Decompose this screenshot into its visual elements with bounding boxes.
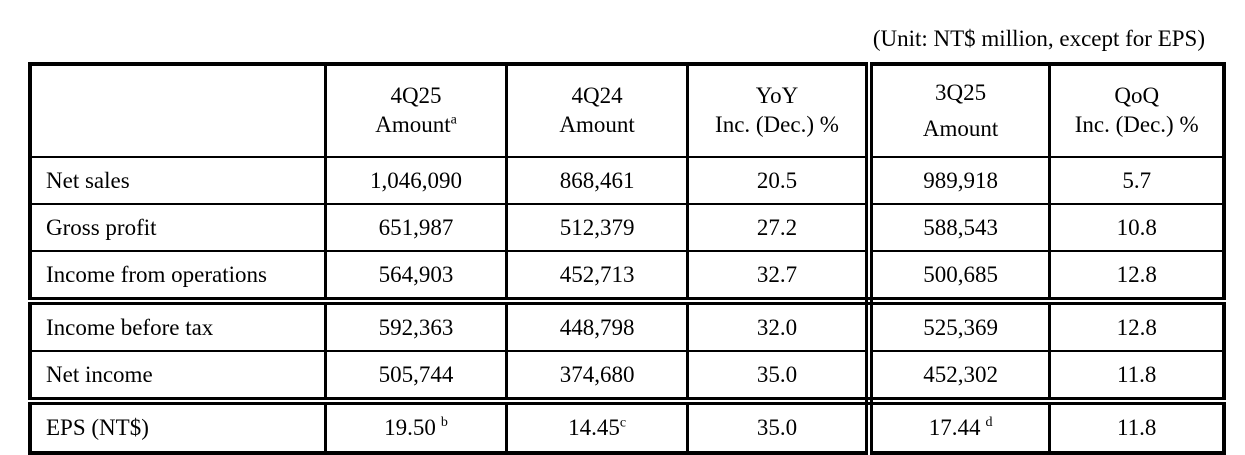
footnote-marker-b: b <box>440 415 448 431</box>
cell-yoy: 27.2 <box>686 203 873 252</box>
footnote-marker-c: c <box>619 415 627 431</box>
table-header-row: 4Q25 Amounta 4Q24 Amount YoY Inc. (Dec.)… <box>28 63 1226 158</box>
col-header-period: 4Q24 <box>571 83 623 109</box>
cell-3q25: 588,543 <box>864 203 1052 252</box>
row-label: EPS (NT$) <box>28 400 327 454</box>
unit-note: (Unit: NT$ million, except for EPS) <box>872 26 1205 51</box>
col-header-period: YoY <box>755 83 799 109</box>
cell-4q24: 14.45c <box>505 400 690 454</box>
col-header-metric: Amount <box>922 115 999 141</box>
cell-yoy: 32.7 <box>686 250 873 305</box>
cell-3q25: 500,685 <box>864 250 1052 305</box>
cell-4q25: 505,744 <box>323 350 509 405</box>
col-header-yoy: YoY Inc. (Dec.) % <box>686 63 873 158</box>
cell-4q25: 1,046,090 <box>323 156 509 205</box>
table-row-net-sales: Net sales 1,046,090 868,461 20.5 989,918… <box>28 156 1226 205</box>
cell-4q24: 868,461 <box>505 156 690 205</box>
cell-4q25: 564,903 <box>323 250 509 305</box>
col-header-period: 4Q25 <box>390 83 442 109</box>
cell-qoq: 11.8 <box>1048 400 1226 454</box>
col-header-metric: Amount <box>559 112 635 137</box>
cell-4q24: 374,680 <box>505 350 690 405</box>
cell-4q24: 448,798 <box>505 300 690 352</box>
cell-3q25: 989,918 <box>864 156 1052 205</box>
row-label: Gross profit <box>28 203 327 252</box>
table-row-income-from-operations: Income from operations 564,903 452,713 3… <box>28 250 1226 305</box>
table-row-income-before-tax: Income before tax 592,363 448,798 32.0 5… <box>28 300 1226 352</box>
table-row-net-income: Net income 505,744 374,680 35.0 452,302 … <box>28 350 1226 405</box>
footnote-marker-d: d <box>985 415 993 431</box>
cell-qoq: 11.8 <box>1048 350 1226 405</box>
table-row-gross-profit: Gross profit 651,987 512,379 27.2 588,54… <box>28 203 1226 252</box>
financial-results-table: 4Q25 Amounta 4Q24 Amount YoY Inc. (Dec.)… <box>28 62 1226 455</box>
col-header-period: QoQ <box>1114 83 1160 109</box>
cell-3q25: 525,369 <box>864 300 1052 352</box>
cell-4q25: 19.50 b <box>323 400 509 454</box>
cell-qoq: 12.8 <box>1048 300 1226 352</box>
cell-3q25: 452,302 <box>864 350 1052 405</box>
col-header-period: 3Q25 <box>935 79 987 105</box>
col-header-3q25: 3Q25 Amount <box>864 63 1052 158</box>
col-header-metric: Amounta <box>375 112 457 137</box>
cell-qoq: 5.7 <box>1048 156 1226 205</box>
cell-4q24: 512,379 <box>505 203 690 252</box>
corner-cell <box>28 63 327 158</box>
row-label: Net sales <box>28 156 327 205</box>
cell-qoq: 10.8 <box>1048 203 1226 252</box>
row-label: Income before tax <box>28 300 327 352</box>
table-row-eps: EPS (NT$) 19.50 b 14.45c 35.0 17.44 d 11.8 <box>28 400 1226 454</box>
cell-4q25: 651,987 <box>323 203 509 252</box>
col-header-4q25: 4Q25 Amounta <box>323 63 509 158</box>
cell-yoy: 35.0 <box>686 350 873 405</box>
col-header-metric: Inc. (Dec.) % <box>715 112 839 137</box>
cell-yoy: 20.5 <box>686 156 873 205</box>
col-header-4q24: 4Q24 Amount <box>505 63 690 158</box>
cell-3q25: 17.44 d <box>864 400 1052 454</box>
cell-yoy: 32.0 <box>686 300 873 352</box>
row-label: Income from operations <box>28 250 327 305</box>
cell-4q24: 452,713 <box>505 250 690 305</box>
cell-4q25: 592,363 <box>323 300 509 352</box>
row-label: Net income <box>28 350 327 405</box>
col-header-metric: Inc. (Dec.) % <box>1074 112 1199 137</box>
cell-yoy: 35.0 <box>686 400 873 454</box>
col-header-qoq: QoQ Inc. (Dec.) % <box>1048 63 1226 158</box>
cell-qoq: 12.8 <box>1048 250 1226 305</box>
footnote-marker-a: a <box>450 112 457 128</box>
